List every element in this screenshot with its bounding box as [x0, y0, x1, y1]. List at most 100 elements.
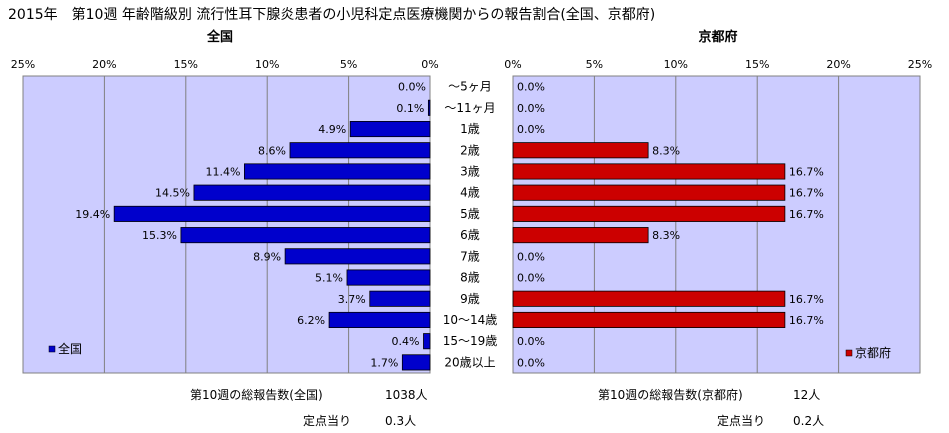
kyoto-data-label: 8.3%	[652, 144, 680, 157]
kyoto-axis: 0% 5% 10% 15% 20% 25%	[504, 58, 932, 71]
chart-title: 2015年 第10週 年齢階級別 流行性耳下腺炎患者の小児科定点医療機関からの報…	[8, 6, 655, 23]
category-label: 3歳	[460, 164, 480, 178]
kyoto-bar	[512, 163, 786, 180]
category-label: 1歳	[460, 122, 480, 136]
kyoto-legend-label: 京都府	[855, 345, 891, 360]
national-bar	[113, 205, 431, 222]
national-bar	[349, 120, 431, 138]
national-data-label: 8.6%	[258, 144, 286, 157]
national-bars	[113, 99, 431, 371]
kyoto-per-point-value: 0.2人	[793, 414, 825, 428]
national-data-label: 19.4%	[75, 208, 110, 221]
national-tick-label: 5%	[340, 58, 357, 71]
kyoto-total-value: 12人	[793, 388, 821, 402]
national-tick-label: 25%	[11, 58, 35, 71]
national-data-label: 5.1%	[315, 272, 343, 285]
panel-title-national: 全国	[206, 29, 233, 45]
kyoto-tick-label: 5%	[586, 58, 603, 71]
category-label: ～11ヶ月	[444, 101, 495, 115]
kyoto-data-label: 0.0%	[517, 272, 545, 285]
kyoto-data-label: 16.7%	[789, 208, 824, 221]
kyoto-data-label: 0.0%	[517, 123, 545, 136]
kyoto-data-label: 16.7%	[789, 165, 824, 178]
kyoto-bar	[512, 227, 649, 244]
national-bar	[401, 354, 431, 371]
kyoto-tick-label: 0%	[504, 58, 521, 71]
national-data-label: 8.9%	[253, 250, 281, 263]
kyoto-plot-area	[512, 75, 921, 374]
category-label: ～5ヶ月	[448, 80, 492, 94]
kyoto-bar	[512, 142, 649, 159]
national-tick-label: 20%	[92, 58, 116, 71]
category-label: 8歳	[460, 271, 480, 285]
national-bar	[328, 311, 431, 329]
kyoto-tick-label: 25%	[908, 58, 932, 71]
category-label: 9歳	[460, 292, 480, 306]
national-data-label: 4.9%	[318, 123, 346, 136]
kyoto-tick-label: 20%	[826, 58, 850, 71]
national-data-label: 14.5%	[155, 187, 190, 200]
kyoto-data-label: 0.0%	[517, 335, 545, 348]
national-tick-label: 10%	[255, 58, 279, 71]
kyoto-data-label: 16.7%	[789, 187, 824, 200]
kyoto-data-label: 0.0%	[517, 102, 545, 115]
kyoto-tick-label: 10%	[664, 58, 688, 71]
national-plot-area	[22, 75, 431, 374]
kyoto-data-label: 0.0%	[517, 81, 545, 94]
national-per-point-label: 定点当り	[303, 414, 352, 428]
kyoto-tick-label: 15%	[745, 58, 769, 71]
national-total-label: 第10週の総報告数(全国)	[190, 388, 323, 402]
kyoto-bar	[512, 205, 786, 222]
national-bar	[284, 248, 431, 265]
panel-title-kyoto: 京都府	[698, 29, 737, 45]
national-data-label: 3.7%	[338, 293, 366, 306]
national-bar	[289, 142, 431, 159]
national-tick-label: 0%	[421, 58, 438, 71]
national-data-label: 15.3%	[142, 229, 177, 242]
national-legend-label: 全国	[58, 341, 82, 356]
category-labels: ～5ヶ月 ～11ヶ月 1歳 2歳 3歳 4歳 5歳 6歳 7歳 8歳 9歳 10～14歳 15～19歳 2…	[443, 80, 498, 370]
kyoto-data-labels: 0.0% 0.0% 0.0% 8.3% 16.7% 16.7% 16.7% 8.3% 0.0% 0…	[517, 81, 824, 370]
national-axis: 0% 5% 10% 15% 20% 25%	[11, 58, 439, 71]
kyoto-data-label: 0.0%	[517, 250, 545, 263]
national-bar	[244, 163, 431, 180]
kyoto-bar	[512, 290, 786, 307]
category-label: 2歳	[460, 143, 480, 157]
national-bar	[180, 227, 431, 244]
kyoto-bar	[512, 184, 786, 201]
kyoto-legend-swatch	[845, 349, 853, 357]
national-bar	[369, 290, 431, 307]
national-data-label: 6.2%	[297, 314, 325, 327]
category-label: 10～14歳	[443, 313, 498, 327]
national-bar	[193, 184, 431, 201]
kyoto-data-label: 16.7%	[789, 293, 824, 306]
kyoto-total-label: 第10週の総報告数(京都府)	[598, 388, 743, 402]
national-per-point-value: 0.3人	[385, 414, 417, 428]
kyoto-data-label: 16.7%	[789, 314, 824, 327]
national-data-labels: 0.0% 0.1% 4.9% 8.6% 11.4% 14.5% 19.4% 15.3% 8.9%…	[75, 81, 426, 370]
national-bar	[346, 269, 431, 286]
national-data-label: 0.0%	[398, 81, 426, 94]
national-bar	[423, 333, 431, 350]
national-data-label: 11.4%	[205, 165, 240, 178]
category-label: 7歳	[460, 249, 480, 263]
kyoto-legend: 京都府	[845, 345, 891, 360]
kyoto-data-label: 8.3%	[652, 229, 680, 242]
national-data-label: 0.4%	[392, 335, 420, 348]
category-label: 20歳以上	[444, 355, 495, 369]
category-label: 15～19歳	[443, 334, 498, 348]
national-tick-label: 15%	[174, 58, 198, 71]
kyoto-per-point-label: 定点当り	[717, 414, 766, 428]
national-data-label: 1.7%	[370, 356, 398, 369]
kyoto-bars	[512, 142, 786, 329]
national-total-value: 1038人	[385, 388, 428, 402]
category-label: 5歳	[460, 207, 480, 221]
national-legend-swatch	[48, 345, 56, 353]
kyoto-data-label: 0.0%	[517, 356, 545, 369]
category-label: 4歳	[460, 186, 480, 200]
category-label: 6歳	[460, 228, 480, 242]
national-legend: 全国	[48, 341, 82, 356]
national-data-label: 0.1%	[396, 102, 424, 115]
kyoto-bar	[512, 311, 786, 329]
